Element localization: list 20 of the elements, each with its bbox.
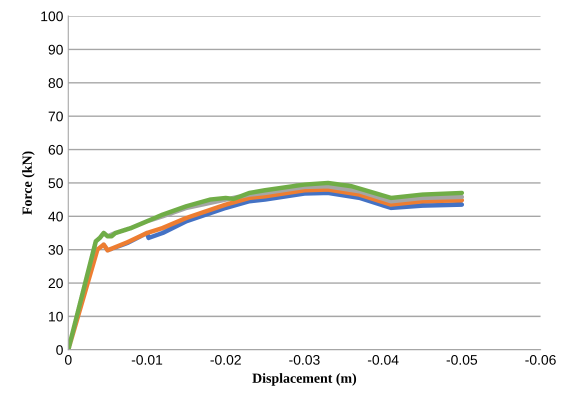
y-axis-title: Force (kN) (22, 151, 35, 215)
x-tick-label: -0.04 (368, 354, 399, 365)
y-tick-label: 60 (48, 144, 63, 155)
x-axis-title: Displacement (m) (252, 373, 356, 386)
y-tick-label: 80 (48, 78, 63, 88)
x-tick-label: -0.03 (289, 354, 320, 365)
y-tick-label: 90 (48, 44, 63, 55)
y-tick-label: 100 (41, 11, 63, 22)
y-tick-label: 10 (49, 312, 63, 322)
y-tick-label: 20 (48, 278, 63, 288)
y-tick-label: 40 (48, 212, 63, 222)
y-tick-label: 50 (48, 178, 63, 188)
x-tick-label: -0.05 (446, 354, 478, 365)
y-tick-label: 30 (48, 244, 63, 255)
x-tick-label: -0.06 (525, 354, 556, 365)
x-tick-label: -0.01 (132, 354, 162, 365)
y-tick-label: 70 (48, 112, 63, 122)
y-tick-label: 0 (56, 345, 63, 355)
x-tick-label: -0.02 (210, 354, 241, 365)
x-tick-label: 0 (64, 354, 72, 365)
